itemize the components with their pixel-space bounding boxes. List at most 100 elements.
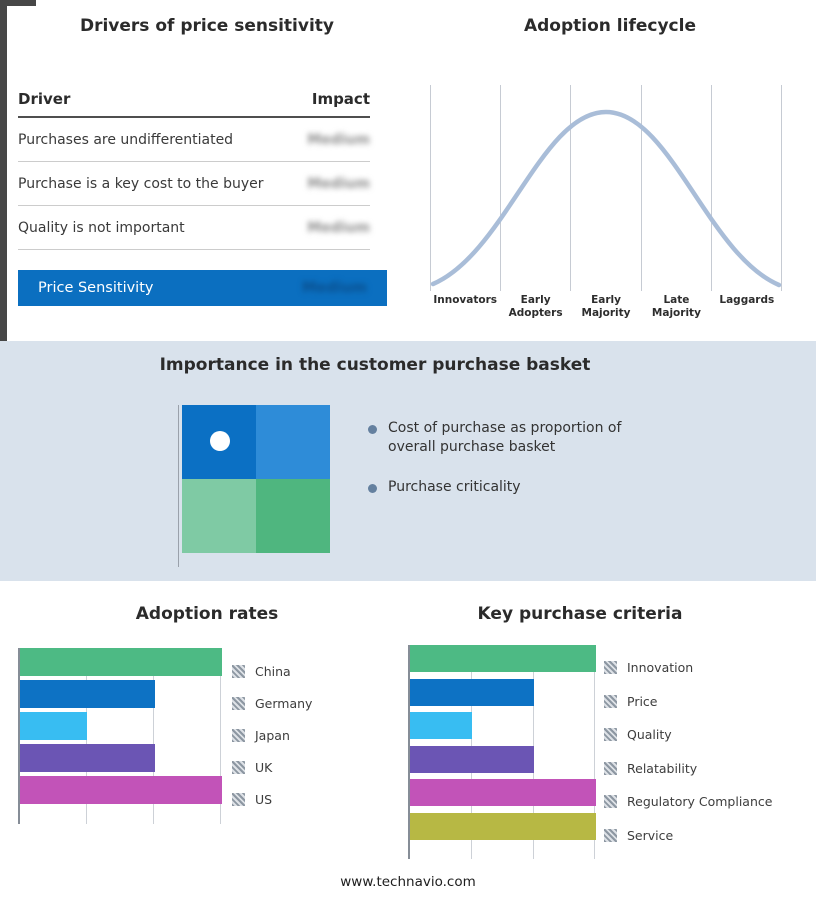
footer-url: www.technavio.com [340,874,476,890]
bar-price [410,678,534,706]
drivers-title: Drivers of price sensitivity [79,16,335,36]
legend-label: Price [627,693,658,709]
bar-germany [20,680,155,708]
legend-label: Innovation [627,660,694,675]
driver-cell: Quality is not important [18,219,185,236]
legend-swatch [604,828,617,842]
adoption-rates-plot [18,648,222,824]
lifecycle-chart [430,85,782,291]
drivers-table-header: Driver Impact [18,90,370,118]
purchase-basket-band [0,341,816,581]
stage-label: Early Adopters [508,294,563,319]
column-header-impact: Impact [311,90,370,108]
legend-item: Germany [232,689,312,717]
quadrant-bottom-left [182,479,256,553]
legend-item: China [232,657,312,685]
legend-label: Service [627,827,674,843]
impact-value-redacted: Medium [307,219,370,236]
legend-swatch [232,696,245,710]
quadrant-top-right [256,405,330,479]
drivers-table: Driver Impact Purchases are undifferenti… [18,90,370,250]
legend-swatch [232,664,245,678]
bar-relatability [410,745,534,773]
driver-cell: Purchases are undifferentiated [18,131,234,148]
legend-label: Regulatory Compliance [627,794,773,809]
legend-item: Service [604,822,772,849]
bullet-item: Cost of purchase as proportion of overal… [368,419,636,458]
basket-bullets: Cost of purchase as proportion of overal… [368,419,636,517]
quadrant-graphic [182,405,330,553]
bar-quality [410,712,472,739]
adoption-rates-legend: China Germany Japan UK US [232,648,312,817]
legend-label: UK [255,759,273,775]
lifecycle-curve-path [430,109,782,288]
bar-regulatory-compliance [410,779,596,806]
legend-swatch [604,694,617,708]
quadrant-top-left [182,405,256,479]
stage-label: Early Majority [581,294,631,319]
legend-swatch [604,761,617,775]
legend-swatch [232,760,245,774]
adoption-rates-title: Adoption rates [135,604,279,624]
bar-japan [20,712,88,740]
legend-label: China [255,663,291,679]
price-sensitivity-label: Price Sensitivity [38,280,154,296]
lifecycle-title: Adoption lifecycle [523,16,696,36]
stage-label: Laggards [719,294,775,306]
impact-value-redacted: Medium [307,175,370,192]
gridline [430,85,431,291]
bullet-text: Cost of purchase as proportion of overal… [388,420,622,456]
key-purchase-criteria-title: Key purchase criteria [477,604,683,624]
bar-service [410,812,596,840]
bar-china [20,648,222,676]
legend-swatch [232,728,245,742]
legend-swatch [232,792,245,806]
bullet-icon [368,425,377,434]
gridline [220,648,221,824]
table-row: Purchase is a key cost to the buyer Medi… [18,162,370,206]
column-header-driver: Driver [18,90,71,108]
driver-cell: Purchase is a key cost to the buyer [18,175,264,192]
legend-item: Price [604,688,772,715]
legend-item: Relatability [604,755,772,782]
gridline [711,85,712,291]
gridline [153,648,154,824]
gridline [500,85,501,291]
bullet-icon [368,483,377,493]
top-edge-artifact [0,0,36,6]
stage-label: Innovators [433,294,498,306]
stage-label: Late Majority [651,294,701,319]
table-row: Purchases are undifferentiated Medium [18,118,370,162]
lifecycle-stage-labels: Innovators Early Adopters Early Majority… [430,294,782,319]
gridline [570,85,571,291]
price-sensitivity-row: Price Sensitivity Medium [18,270,387,306]
quadrant-bottom-right [256,479,330,553]
legend-swatch [604,795,617,808]
legend-item: UK [232,753,312,781]
legend-swatch [604,661,617,674]
position-dot [210,431,230,451]
gridline [641,85,642,291]
impact-value-redacted: Medium [301,280,367,296]
legend-label: Relatability [627,760,698,776]
gridline [594,645,595,859]
bar-innovation [410,645,596,672]
legend-item: US [232,785,312,813]
left-edge-artifact [0,0,7,341]
bullet-item: Purchase criticality [368,478,636,497]
legend-item: Regulatory Compliance [604,788,772,815]
legend-item: Innovation [604,654,772,681]
basket-title: Importance in the customer purchase bask… [159,355,591,375]
legend-label: Germany [255,695,313,711]
key-purchase-criteria-legend: Innovation Price Quality Relatability Re… [604,645,772,855]
quadrant-axis-line [178,405,179,567]
legend-item: Japan [232,721,312,749]
legend-label: Quality [627,727,672,742]
table-row: Quality is not important Medium [18,206,370,250]
impact-value-redacted: Medium [307,131,370,148]
bar-us [20,776,222,804]
bullet-text: Purchase criticality [388,478,521,495]
key-purchase-criteria-plot [408,645,596,859]
gridline [781,85,782,291]
